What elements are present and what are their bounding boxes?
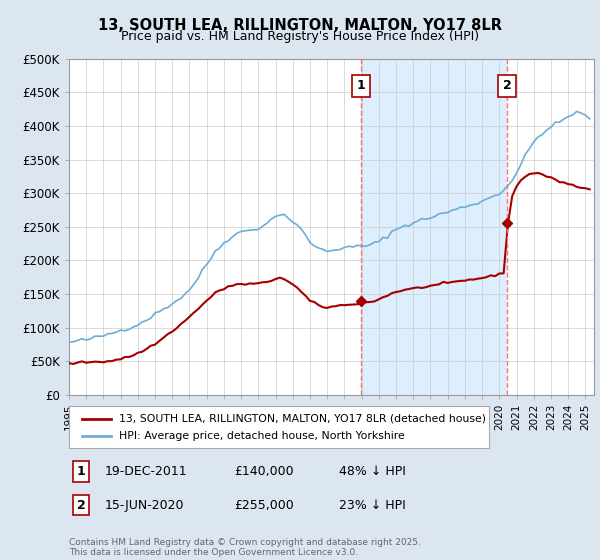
- Text: 1: 1: [356, 79, 365, 92]
- Text: £255,000: £255,000: [234, 498, 294, 512]
- Text: HPI: Average price, detached house, North Yorkshire: HPI: Average price, detached house, Nort…: [119, 431, 405, 441]
- Text: 2: 2: [503, 79, 512, 92]
- Text: 1: 1: [77, 465, 85, 478]
- Text: 13, SOUTH LEA, RILLINGTON, MALTON, YO17 8LR: 13, SOUTH LEA, RILLINGTON, MALTON, YO17 …: [98, 18, 502, 33]
- Text: 2: 2: [77, 498, 85, 512]
- Text: 48% ↓ HPI: 48% ↓ HPI: [339, 465, 406, 478]
- Text: 19-DEC-2011: 19-DEC-2011: [105, 465, 188, 478]
- Bar: [361, 59, 507, 395]
- Text: £140,000: £140,000: [234, 465, 293, 478]
- Text: 23% ↓ HPI: 23% ↓ HPI: [339, 498, 406, 512]
- Text: 13, SOUTH LEA, RILLINGTON, MALTON, YO17 8LR (detached house): 13, SOUTH LEA, RILLINGTON, MALTON, YO17 …: [119, 414, 487, 423]
- Text: 15-JUN-2020: 15-JUN-2020: [105, 498, 185, 512]
- Text: Price paid vs. HM Land Registry's House Price Index (HPI): Price paid vs. HM Land Registry's House …: [121, 30, 479, 43]
- Text: Contains HM Land Registry data © Crown copyright and database right 2025.
This d: Contains HM Land Registry data © Crown c…: [69, 538, 421, 557]
